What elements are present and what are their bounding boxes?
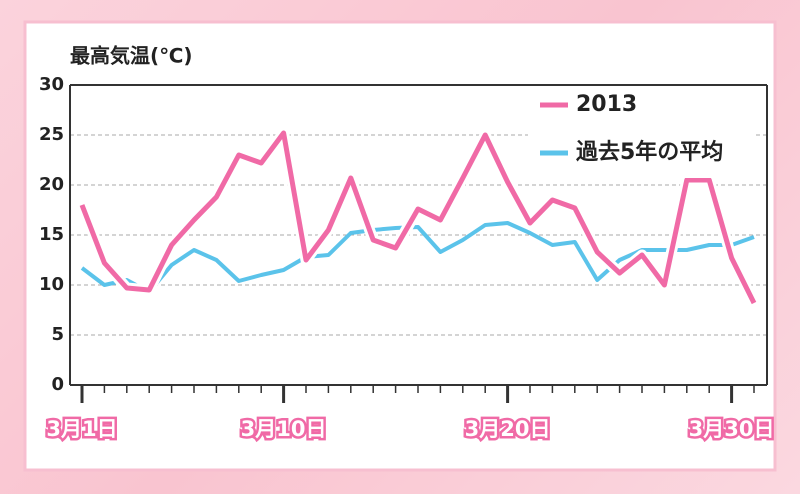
- y-tick-label: 20: [39, 174, 64, 195]
- y-tick-label: 25: [39, 124, 64, 145]
- chart-title: 最高気温(℃): [70, 44, 193, 68]
- x-tick-label: 3月10日: [241, 417, 327, 441]
- x-tick-label: 3月30日: [689, 417, 775, 441]
- y-tick-label: 10: [39, 274, 64, 295]
- y-tick-label: 30: [39, 74, 64, 95]
- y-tick-label: 15: [39, 224, 64, 245]
- x-tick-label: 3月20日: [465, 417, 551, 441]
- x-tick-label: 3月1日: [46, 417, 117, 441]
- legend-label: 2013: [576, 92, 637, 117]
- legend-label: 過去5年の平均: [576, 139, 723, 165]
- y-tick-label: 0: [51, 374, 64, 395]
- series-line: [79, 130, 757, 305]
- y-tick-label: 5: [51, 324, 64, 345]
